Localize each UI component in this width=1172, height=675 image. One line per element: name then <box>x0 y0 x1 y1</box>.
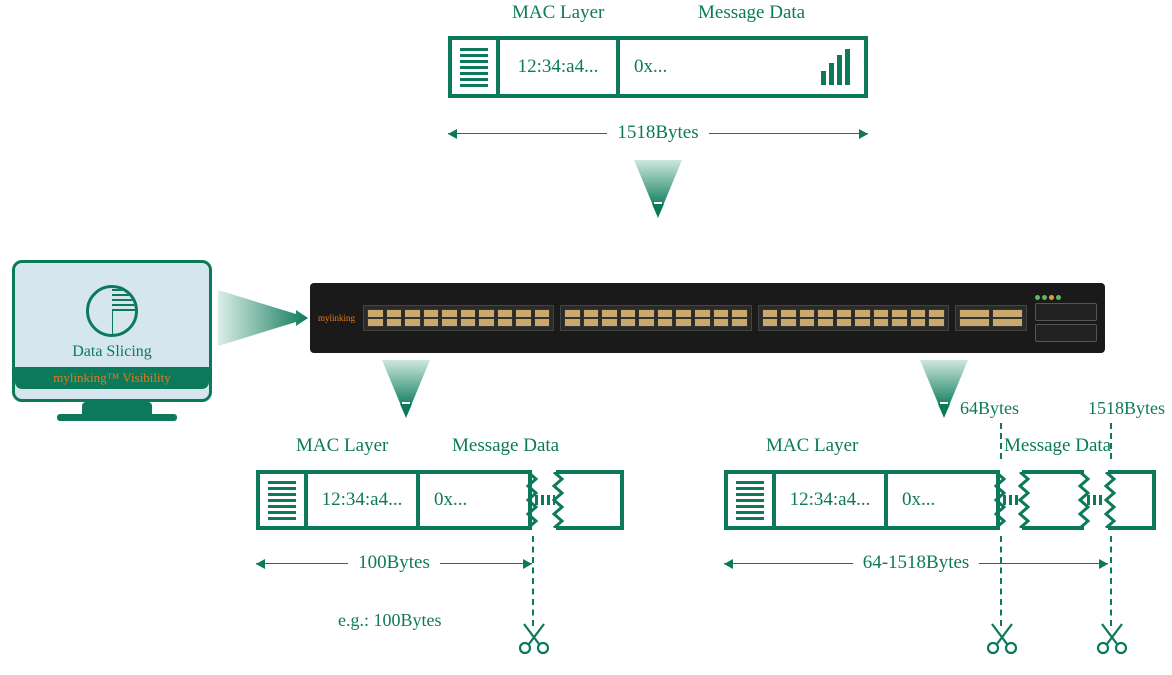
dot-band <box>535 495 555 505</box>
eth-port-2 <box>1035 324 1097 342</box>
left-msg-cell: 0x... <box>420 474 528 526</box>
right-mac-value: 12:34:a4... <box>776 474 888 526</box>
device-brand: mylinking <box>318 313 355 323</box>
mylinking-label: mylinking™ Visibility <box>15 367 209 389</box>
right-triangle <box>218 290 308 351</box>
pie-icon <box>86 285 138 337</box>
top-mac-value: 12:34:a4... <box>500 40 620 94</box>
top-packet: 12:34:a4... 0x... <box>448 36 868 98</box>
eth-port-1 <box>1035 303 1097 321</box>
monitor-base <box>57 414 177 421</box>
top-size-label: 1518Bytes <box>607 122 708 144</box>
right-msg-cell: 0x... <box>888 474 996 526</box>
mgmt-ports <box>1035 295 1097 342</box>
down-cone-left <box>382 360 430 420</box>
left-example: e.g.: 100Bytes <box>338 610 442 631</box>
right-packet: 12:34:a4... 0x... <box>724 470 1000 530</box>
left-fragment <box>556 470 624 530</box>
right-dimension: 64-1518Bytes <box>724 552 1108 574</box>
cut-line-right-2 <box>1110 536 1112 626</box>
port-block-2 <box>560 305 751 331</box>
right-size-label: 64-1518Bytes <box>853 552 980 574</box>
top-msg-cell: 0x... <box>620 40 864 94</box>
port-block-3 <box>758 305 949 331</box>
left-packet: 12:34:a4... 0x... <box>256 470 532 530</box>
signal-icon <box>821 49 850 85</box>
right-cut2-label: 1518Bytes <box>1088 398 1165 419</box>
port-groups <box>363 305 1027 331</box>
right-cut1-label: 64Bytes <box>960 398 1019 419</box>
cut-line-right-1 <box>1000 536 1002 626</box>
dot-band <box>1087 495 1105 505</box>
preamble-icon <box>260 474 308 526</box>
left-dimension: 100Bytes <box>256 552 532 574</box>
scissors-icon <box>984 620 1020 656</box>
top-msg-label: Message Data <box>698 2 805 24</box>
right-fragment-1 <box>1022 470 1084 530</box>
left-mac-label: MAC Layer <box>296 435 388 457</box>
scissors-icon <box>516 620 552 656</box>
top-dimension: 1518Bytes <box>448 122 868 144</box>
left-mac-value: 12:34:a4... <box>308 474 420 526</box>
right-mac-label: MAC Layer <box>766 435 858 457</box>
down-cone-top <box>634 160 682 220</box>
dot-band <box>1003 495 1021 505</box>
cut-line-right-2-top <box>1110 423 1112 459</box>
top-msg-value: 0x... <box>634 56 667 78</box>
left-msg-value: 0x... <box>434 489 467 511</box>
status-leds <box>1035 295 1097 300</box>
network-switch: mylinking <box>310 283 1105 353</box>
right-msg-value: 0x... <box>902 489 935 511</box>
zigzag-icon <box>1104 472 1116 528</box>
monitor-stand <box>82 402 152 414</box>
cut-line-left <box>532 536 534 626</box>
data-slicing-label: Data Slicing <box>72 343 152 361</box>
left-size-label: 100Bytes <box>348 552 440 574</box>
right-msg-label: Message Data <box>1004 435 1111 457</box>
monitor-screen: Data Slicing mylinking™ Visibility <box>12 260 212 402</box>
cut-line-right-1-top <box>1000 423 1002 459</box>
left-msg-label: Message Data <box>452 435 559 457</box>
preamble-icon <box>452 40 500 94</box>
uplink-block <box>955 305 1027 331</box>
port-block-1 <box>363 305 554 331</box>
scissors-icon <box>1094 620 1130 656</box>
preamble-icon <box>728 474 776 526</box>
monitor: Data Slicing mylinking™ Visibility <box>12 260 222 421</box>
top-mac-label: MAC Layer <box>512 2 604 24</box>
